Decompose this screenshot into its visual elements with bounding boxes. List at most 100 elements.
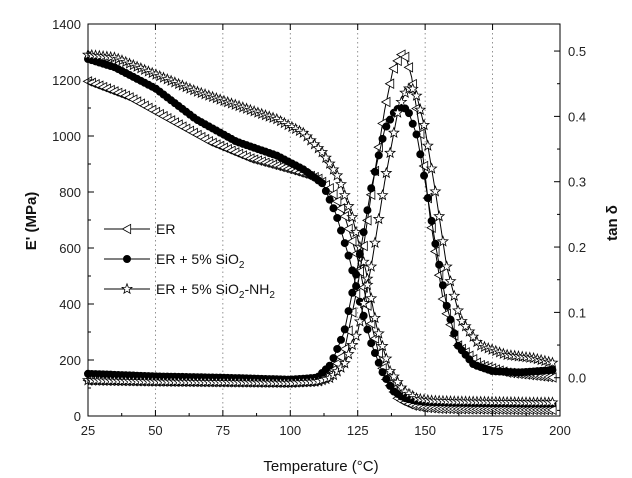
data-point	[334, 361, 348, 373]
data-point	[416, 150, 425, 159]
y-left-tick-label: 1200	[52, 73, 81, 88]
legend-label: ER	[156, 221, 175, 237]
data-point	[438, 281, 447, 290]
data-point	[414, 103, 427, 115]
legend-label: ER + 5% SiO2	[156, 251, 245, 271]
data-point	[325, 195, 334, 204]
data-point	[335, 351, 346, 363]
series-5	[81, 82, 559, 389]
y-left-tick-label: 400	[59, 297, 81, 312]
data-point	[343, 223, 353, 235]
legend-marker	[120, 282, 134, 295]
data-point	[316, 145, 329, 158]
data-point	[331, 169, 344, 181]
x-tick-label: 150	[414, 423, 436, 438]
data-point	[344, 307, 353, 316]
x-tick-label: 125	[347, 423, 369, 438]
data-point	[368, 236, 381, 248]
data-point	[442, 301, 451, 310]
data-point	[425, 162, 438, 174]
data-point	[387, 126, 400, 138]
data-point	[362, 215, 372, 226]
data-point	[365, 292, 378, 304]
legend-marker	[123, 254, 132, 263]
data-point	[357, 296, 370, 309]
data-point	[328, 188, 338, 200]
legend-item: ER + 5% SiO2-NH2	[104, 281, 275, 301]
x-tick-label: 175	[482, 423, 504, 438]
data-point	[448, 289, 461, 302]
data-point	[323, 157, 336, 169]
data-point	[335, 203, 346, 214]
y-left-tick-label: 200	[59, 353, 81, 368]
x-axis-title: Temperature (°C)	[263, 458, 378, 475]
data-point	[338, 188, 351, 201]
data-point	[546, 356, 559, 368]
data-point	[418, 118, 431, 131]
data-point	[346, 338, 359, 351]
data-point	[399, 51, 410, 63]
data-point	[340, 325, 349, 334]
data-point	[365, 260, 378, 272]
series-3	[82, 49, 557, 388]
x-tick-label: 25	[81, 423, 95, 438]
data-point	[382, 122, 391, 131]
series-2	[81, 48, 559, 408]
data-point	[395, 95, 408, 108]
series-line	[87, 53, 555, 383]
data-point	[336, 226, 345, 235]
data-point	[392, 55, 402, 67]
data-point	[372, 212, 385, 225]
data-point	[355, 250, 364, 259]
data-point	[380, 352, 393, 364]
data-point	[329, 354, 338, 363]
data-point	[386, 115, 395, 124]
data-point	[433, 210, 446, 222]
y-right-tick-label: 0.1	[568, 305, 586, 320]
data-point	[350, 329, 363, 342]
data-point	[358, 240, 368, 252]
data-point	[436, 235, 449, 247]
legend-item: ER + 5% SiO2	[104, 251, 245, 271]
y-left-tick-label: 800	[59, 185, 81, 200]
y-axis-right-title: tan δ	[604, 205, 621, 241]
plot-frame	[87, 23, 561, 417]
data-point	[359, 228, 368, 237]
data-point	[455, 314, 468, 327]
data-point	[329, 204, 338, 213]
data-point	[391, 375, 404, 388]
data-point	[382, 375, 391, 384]
data-point	[325, 361, 334, 370]
data-point	[367, 184, 376, 193]
data-point	[391, 106, 404, 118]
data-point	[376, 339, 389, 352]
y-left-tick-label: 600	[59, 241, 81, 256]
data-point	[374, 358, 383, 367]
data-point	[450, 329, 459, 338]
data-point	[452, 304, 465, 316]
data-point	[404, 109, 413, 118]
data-point	[446, 315, 455, 324]
data-point	[378, 368, 387, 377]
y-left-tick-label: 1400	[52, 17, 81, 32]
data-point	[459, 320, 472, 332]
x-tick-label: 200	[549, 423, 571, 438]
data-point	[378, 134, 387, 143]
data-point	[331, 196, 342, 207]
y-right-tick-label: 0.4	[568, 109, 586, 124]
data-point	[440, 260, 453, 272]
data-point	[388, 63, 398, 74]
data-point	[412, 130, 421, 139]
y-right-tick-label: 0.0	[568, 371, 586, 386]
data-point	[423, 194, 432, 203]
data-point	[357, 255, 370, 268]
data-point	[318, 179, 327, 188]
data-point	[384, 78, 395, 89]
x-tick-label: 100	[279, 423, 301, 438]
data-point	[386, 381, 395, 390]
legend-label: ER + 5% SiO2-NH2	[156, 281, 275, 301]
data-point	[418, 160, 429, 172]
series-layer	[81, 48, 559, 416]
x-tick-label: 50	[148, 423, 162, 438]
tick-labels: 25 50 75 100 125 150 175 200 0 200 400 600 800 1000 12…	[52, 17, 586, 438]
